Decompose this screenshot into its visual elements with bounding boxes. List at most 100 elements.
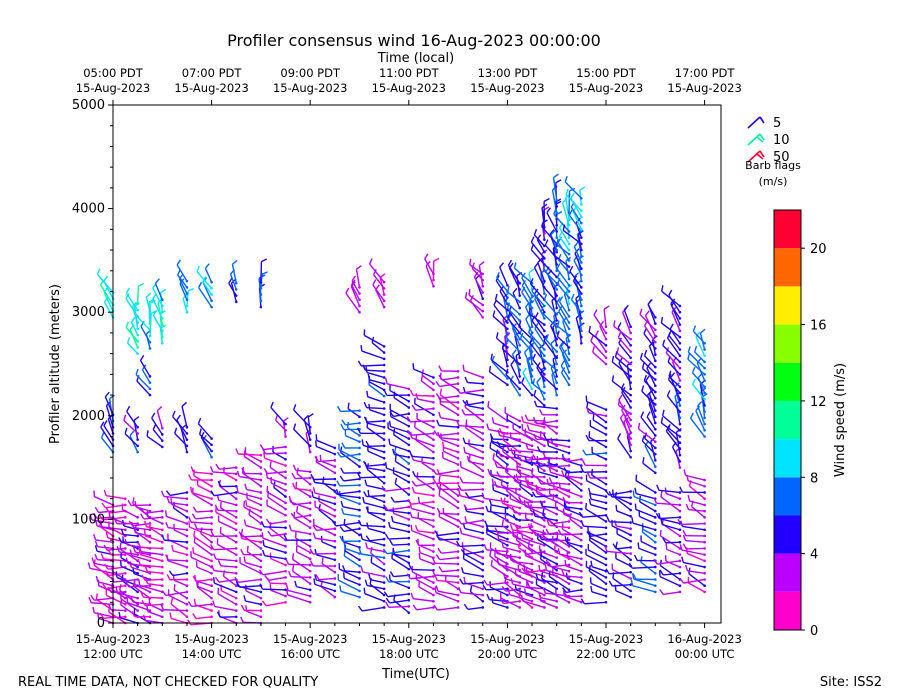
wind-barb — [363, 416, 386, 423]
wind-barb — [666, 390, 682, 413]
y-tick-label: 4000 — [72, 202, 105, 217]
wind-barb — [603, 305, 610, 329]
wind-barb — [562, 496, 583, 505]
wind-barb — [390, 496, 411, 503]
wind-barb — [362, 460, 386, 467]
wind-barb — [132, 546, 152, 556]
wind-barb — [411, 404, 435, 411]
wind-barb — [314, 500, 337, 518]
wind-barb — [693, 345, 706, 364]
wind-barb — [389, 411, 411, 418]
wind-barb — [558, 296, 571, 318]
wind-barb — [100, 431, 115, 454]
wind-barb — [192, 613, 213, 620]
x-tick-date: 15-Aug-2023 — [569, 632, 643, 646]
wind-barb — [409, 511, 435, 522]
wind-barb — [332, 488, 361, 495]
wind-barb — [312, 487, 337, 499]
wind-barb — [394, 477, 411, 496]
wind-barb — [210, 530, 238, 538]
wind-barb — [120, 528, 139, 538]
wind-barb — [217, 515, 238, 532]
wind-barb — [165, 554, 189, 563]
wind-barb — [623, 304, 632, 329]
wind-barb — [441, 441, 460, 454]
wind-barb — [365, 440, 386, 448]
wind-barb — [129, 549, 152, 563]
wind-barb — [216, 611, 238, 619]
wind-barb — [103, 489, 127, 500]
wind-barb — [521, 567, 546, 574]
wind-barb — [590, 335, 608, 360]
wind-barb — [152, 309, 164, 333]
wind-barb — [642, 457, 657, 475]
wind-barb — [687, 346, 706, 370]
top-tick-time: 05:00 PDT — [83, 66, 144, 80]
wind-barb — [434, 530, 460, 537]
wind-barb — [145, 292, 152, 313]
wind-barb — [389, 539, 411, 546]
wind-barb — [531, 285, 546, 308]
wind-barb — [556, 297, 571, 324]
wind-barb — [124, 427, 139, 448]
wind-barb — [543, 334, 558, 360]
wind-barb — [125, 292, 139, 318]
wind-barb — [441, 451, 460, 466]
wind-barb — [181, 401, 189, 429]
wind-barb — [393, 594, 411, 614]
x-tick-time: 22:00 UTC — [576, 647, 636, 661]
wind-barb — [424, 253, 435, 276]
wind-barb — [339, 535, 361, 543]
wind-barb — [309, 560, 337, 568]
wind-barb — [641, 385, 657, 406]
wind-barb — [463, 446, 485, 460]
wind-barb — [240, 549, 263, 556]
wind-barb — [240, 604, 263, 612]
wind-barb — [590, 585, 608, 598]
wind-barb — [372, 268, 386, 290]
chart-title: Profiler consensus wind 16-Aug-2023 00:0… — [227, 31, 601, 50]
wind-barb — [408, 450, 435, 460]
wind-barb — [561, 570, 583, 579]
wind-barb — [459, 527, 485, 541]
wind-barb — [416, 472, 435, 491]
wind-barb — [342, 572, 361, 586]
wind-barb — [99, 612, 127, 619]
wind-barb — [573, 241, 583, 264]
wind-barb — [315, 440, 337, 456]
wind-barb — [315, 456, 337, 475]
wind-barb — [692, 378, 706, 401]
colorbar-band — [774, 477, 801, 516]
wind-barb — [695, 405, 706, 432]
wind-barb — [383, 389, 411, 397]
colorbar-band — [774, 439, 801, 478]
wind-barb — [168, 570, 189, 577]
wind-barb — [411, 565, 435, 584]
wind-barb — [568, 209, 583, 233]
wind-barb — [192, 575, 213, 582]
wind-barb — [196, 265, 213, 290]
wind-barb — [499, 262, 509, 287]
wind-barb — [582, 449, 608, 456]
colorbar-tick-label: 8 — [810, 471, 818, 486]
wind-barb — [538, 591, 558, 603]
wind-barb — [468, 288, 485, 307]
wind-barb — [288, 524, 312, 536]
wind-barb — [548, 477, 571, 486]
wind-barb — [691, 366, 706, 389]
wind-barb — [585, 395, 608, 411]
wind-barb — [341, 419, 361, 426]
wind-barb — [563, 591, 583, 598]
wind-barb — [506, 444, 534, 454]
wind-barb — [619, 412, 632, 440]
wind-barb — [543, 433, 571, 442]
colorbar-frame — [773, 209, 802, 631]
wind-barb — [266, 485, 287, 505]
wind-barb — [382, 548, 411, 555]
wind-barb — [552, 248, 571, 268]
wind-barb — [343, 549, 361, 568]
wind-barb — [530, 236, 546, 260]
wind-barb — [313, 578, 337, 593]
barb-legend-title: Barb flags — [745, 159, 801, 172]
wind-barb — [287, 570, 312, 579]
